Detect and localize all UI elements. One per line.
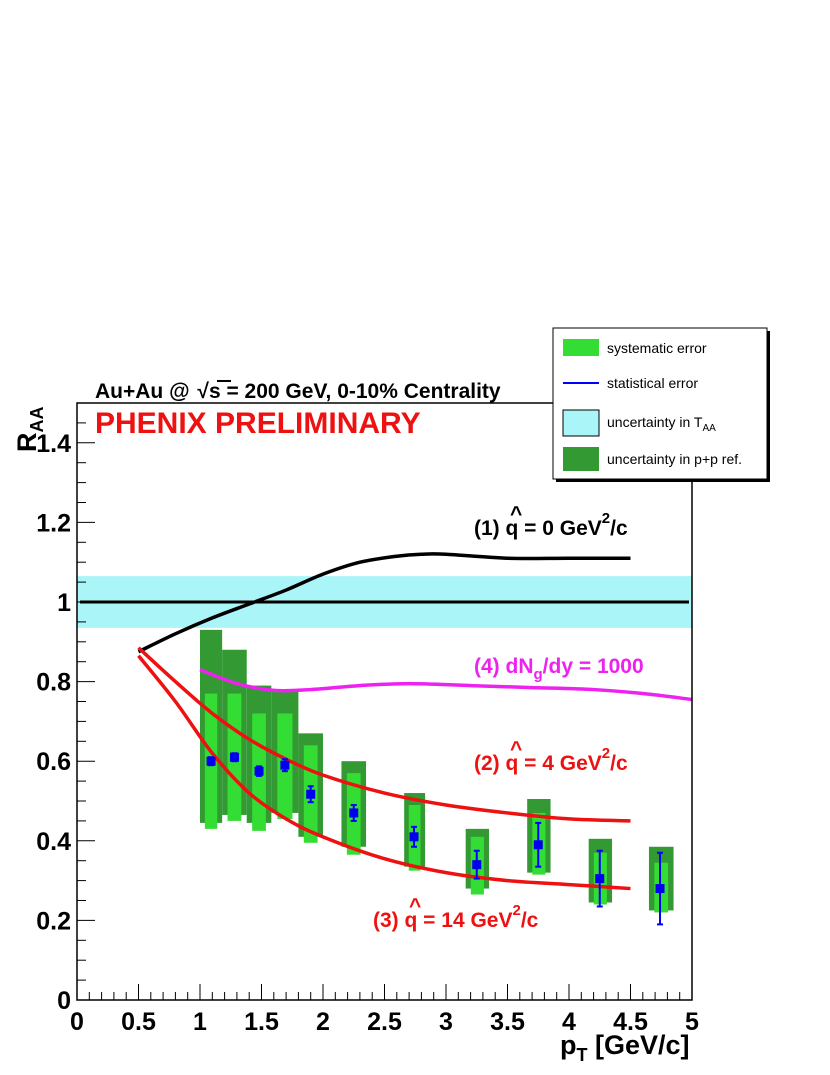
annotation-dng: (4) dNg/dy = 1000 (474, 655, 644, 683)
y-tick-label-4: 0.8 (36, 669, 71, 697)
title-suffix: = 200 GeV, 0-10% Centrality (221, 380, 501, 403)
x-tick-label-8: 4 (562, 1008, 576, 1036)
annotation-q14-post: /c (521, 909, 539, 932)
annotation-q4-pre: (2) (474, 752, 506, 775)
legend-label-taa-sub: AA (702, 423, 716, 434)
annotation-dng-sub: g (534, 666, 543, 683)
legend-swatch-ppref (563, 447, 599, 471)
svg-text:(4) dNg/dy = 1000: (4) dNg/dy = 1000 (474, 655, 644, 683)
annotation-q4-q: q (506, 752, 519, 775)
data-point-3 (280, 760, 290, 770)
data-point-2 (254, 766, 264, 776)
y-axis-title: RAA (12, 407, 47, 453)
title-sqrt-s: s (209, 380, 221, 403)
annotation-q4-post: /c (610, 752, 628, 775)
annotation-q4: (2) q = 4 GeV2/c ^ (474, 738, 628, 775)
annotation-q14-q: q (405, 909, 418, 932)
data-point-5 (349, 808, 359, 818)
y-tick-label-3: 0.6 (36, 748, 71, 776)
x-tick-label-6: 3 (439, 1008, 453, 1036)
curve-dng (199, 668, 693, 702)
y-tick-label-2: 0.4 (36, 828, 71, 856)
curve-q4 (137, 646, 631, 823)
svg-text:(1) q = 0 GeV2/c: (1) q = 0 GeV2/c (474, 510, 628, 540)
annotation-dng-pre: (4) dN (474, 655, 534, 678)
curve-q14 (137, 654, 631, 891)
x-axis-title-post: [GeV/c] (588, 1030, 690, 1060)
data-point-9 (595, 874, 605, 884)
legend-swatch-taa (562, 409, 600, 437)
x-axis-title: pT [GeV/c] (560, 1030, 690, 1065)
annotation-q4-mid: = 4 GeV (518, 752, 601, 775)
error-box-layer (200, 629, 674, 913)
legend: systematic error statistical error uncer… (552, 327, 770, 482)
x-tick-label-4: 2 (316, 1008, 330, 1036)
sqrt-s-symbol: √ (197, 380, 209, 403)
annotation-dng-post: /dy = 1000 (543, 655, 644, 678)
x-tick-label-5: 2.5 (367, 1008, 402, 1036)
data-point-4 (306, 789, 316, 799)
annotation-q14-mid: = 14 GeV (417, 909, 512, 932)
data-point-1 (229, 752, 239, 762)
data-point-6 (409, 832, 419, 842)
annotation-q0-sup: 2 (602, 510, 610, 527)
y-tick-label-5: 1 (57, 589, 71, 617)
curve-q0 (137, 552, 631, 654)
y-tick-label-7: 1.4 (36, 430, 71, 458)
legend-label-statistical: statistical error (607, 375, 698, 391)
preliminary-label: PHENIX PRELIMINARY (95, 407, 421, 440)
data-point-8 (533, 840, 543, 850)
y-axis-title-main: R (12, 433, 42, 453)
legend-label-taa-main: uncertainty in T (607, 414, 703, 430)
x-tick-label-10: 5 (685, 1008, 699, 1036)
annotation-q0-q: q (506, 517, 519, 540)
legend-swatch-systematic (563, 339, 599, 356)
annotation-q0: (1) q = 0 GeV2/c ^ (474, 503, 628, 540)
x-tick-label-3: 1.5 (244, 1008, 279, 1036)
y-tick-label-1: 0.2 (36, 907, 71, 935)
x-tick-label-1: 0.5 (121, 1008, 156, 1036)
y-axis-title-sub: AA (27, 407, 47, 433)
annotation-q14-pre: (3) (373, 909, 405, 932)
chart-title: Au+Au @ √s = 200 GeV, 0-10% Centrality (95, 380, 501, 403)
svg-text:(2) q = 4 GeV2/c: (2) q = 4 GeV2/c (474, 745, 628, 775)
data-point-0 (206, 756, 216, 766)
annotation-q4-sup: 2 (602, 745, 610, 762)
annotation-q0-hat: ^ (510, 503, 522, 526)
title-prefix: Au+Au @ (95, 380, 195, 403)
curve-layer (80, 552, 693, 891)
x-axis-title-sub: T (577, 1045, 588, 1065)
annotation-q0-pre: (1) (474, 517, 506, 540)
axes-layer: 0 0.5 1 1.5 2 2.5 3 3.5 4 4.5 5 0 0.2 0.4 0.6 0.8 1 1.2 1.… (36, 402, 699, 1036)
legend-label-ppref: uncertainty in p+p ref. (607, 451, 742, 467)
y-tick-label-6: 1.2 (36, 509, 71, 537)
annotation-q14: (3) q = 14 GeV2/c ^ (373, 895, 539, 932)
annotation-q14-sup: 2 (512, 902, 520, 919)
legend-label-systematic: systematic error (607, 340, 707, 356)
x-tick-label-7: 3.5 (490, 1008, 525, 1036)
y-tick-label-0: 0 (57, 987, 71, 1015)
x-tick-label-9: 4.5 (613, 1008, 648, 1036)
data-point-10 (655, 884, 665, 894)
x-axis-title-main: p (560, 1030, 577, 1060)
annotation-q4-hat: ^ (510, 738, 522, 761)
annotation-q0-mid: = 0 GeV (518, 517, 601, 540)
data-point-layer (206, 752, 665, 926)
data-point-7 (472, 860, 482, 870)
annotation-q0-post: /c (610, 517, 628, 540)
x-tick-label-2: 1 (193, 1008, 207, 1036)
x-tick-label-0: 0 (70, 1008, 84, 1036)
annotation-q14-hat: ^ (409, 895, 421, 918)
legend-label-taa: uncertainty in TAA (607, 414, 716, 434)
svg-text:(3) q = 14 GeV2/c: (3) q = 14 GeV2/c (373, 902, 539, 932)
